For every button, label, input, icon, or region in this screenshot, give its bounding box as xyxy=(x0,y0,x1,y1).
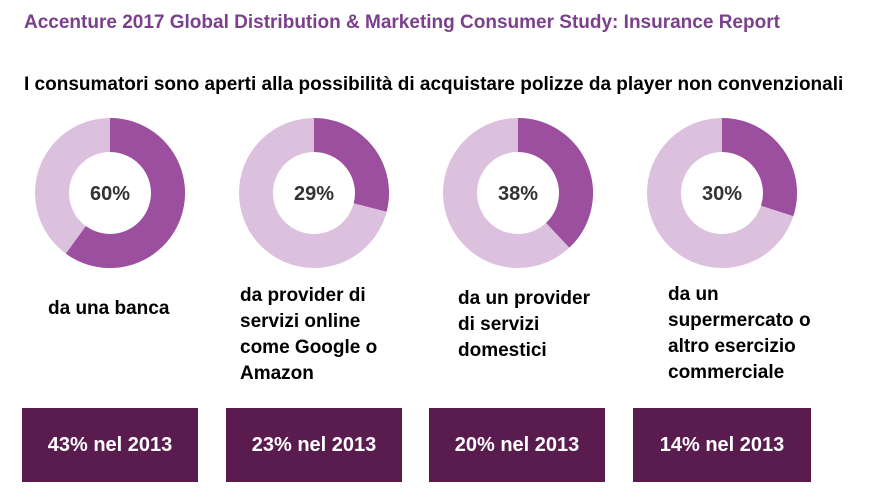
donut-chart-4: 30% xyxy=(647,118,797,268)
donut-percent-4: 30% xyxy=(702,183,742,205)
donut-percent-2: 29% xyxy=(294,183,334,205)
report-title: Accenture 2017 Global Distribution & Mar… xyxy=(24,12,780,33)
donut-chart-1: 60% xyxy=(35,118,185,268)
donut-value-arc-3 xyxy=(517,118,593,248)
donut-description-1: da una banca xyxy=(48,298,170,319)
badge-2013-1: 43% nel 2013 xyxy=(22,408,198,482)
donut-value-arc-4 xyxy=(721,118,797,217)
donut-value-arc-2 xyxy=(313,118,389,212)
badge-2013-4: 14% nel 2013 xyxy=(633,408,811,482)
chart-subtitle: I consumatori sono aperti alla possibili… xyxy=(24,74,844,95)
donut-description-3: da un provider di servizi domestici xyxy=(458,288,590,361)
donut-percent-3: 38% xyxy=(498,183,538,205)
donut-percent-1: 60% xyxy=(90,183,130,205)
badge-2013-3: 20% nel 2013 xyxy=(429,408,605,482)
donut-chart-3: 38% xyxy=(443,118,593,268)
donut-value-arc-1 xyxy=(65,118,185,268)
donut-description-4: da un supermercato o altro esercizio com… xyxy=(668,284,811,383)
badge-2013-2: 23% nel 2013 xyxy=(226,408,402,482)
donut-description-2: da provider di servizi online come Googl… xyxy=(240,285,378,384)
donut-chart-2: 29% xyxy=(239,118,389,268)
